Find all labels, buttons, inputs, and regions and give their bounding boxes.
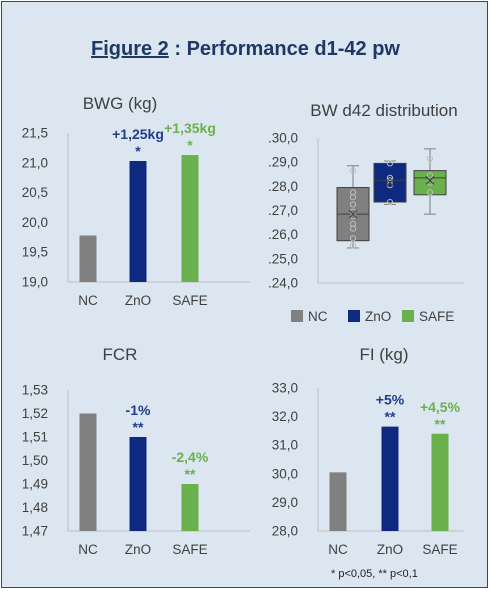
bwg-ytick-label: 20,5 (22, 185, 48, 200)
bwd42-data-point (426, 172, 434, 179)
bwd42-data-point (386, 174, 394, 181)
bwd42-data-point (386, 160, 394, 167)
bwd42-ytick-label: .26,0 (268, 227, 298, 242)
bwd42-data-point (349, 201, 357, 208)
fcr-bar-zno (129, 437, 147, 531)
bwd42-data-point (426, 189, 434, 196)
fi-ytick-label: 30,0 (272, 466, 298, 481)
fi-xtick-label: SAFE (422, 542, 457, 557)
fcr-annotation-zno: -1% (126, 402, 151, 418)
bwg-bar-safe (181, 155, 199, 282)
bwg-annotation-zno: +1,25kg (112, 126, 164, 142)
fi-ytick-label: 31,0 (272, 438, 298, 453)
bwg-bar-nc (79, 235, 97, 282)
bwd42-mean-marker (385, 178, 395, 188)
fcr-ytick-label: 1,48 (22, 500, 48, 515)
bwd42-legend-swatch-nc (291, 310, 303, 322)
bwd42-ytick-label: .24,0 (268, 276, 298, 291)
fi-significance-safe: ** (435, 416, 446, 432)
fi-bar-nc (329, 472, 347, 531)
fi-ytick-label: 28,0 (272, 524, 298, 539)
bwd42-data-point (349, 167, 357, 174)
bwg-significance-zno: * (135, 143, 141, 159)
bwd42-data-point (349, 220, 357, 227)
bwg-ytick-label: 21,5 (22, 126, 48, 141)
fcr-significance-safe: ** (185, 466, 196, 482)
fcr-xtick-label: SAFE (172, 542, 207, 557)
bwg-ytick-label: 20,0 (22, 215, 48, 230)
fi-ytick-label: 29,0 (272, 495, 298, 510)
bwd42-data-point (349, 189, 357, 196)
fi-bar-safe (431, 433, 449, 531)
bwd42-legend-label-nc: NC (308, 309, 328, 324)
fcr-ytick-label: 1,52 (22, 406, 48, 421)
fi-ytick-label: 32,0 (272, 409, 298, 424)
bwd42-mean-marker (348, 209, 358, 219)
fcr-significance-zno: ** (133, 419, 144, 435)
bwg-significance-safe: * (187, 137, 193, 153)
fcr-bar-nc (79, 413, 97, 531)
bwd42-data-point (349, 242, 357, 249)
fi-bar-zno (381, 426, 399, 531)
fi-xtick-label: NC (328, 542, 348, 557)
figure-label: Figure 2 (91, 38, 169, 60)
fcr-ytick-label: 1,51 (22, 430, 48, 445)
fcr-ytick-label: 1,50 (22, 453, 48, 468)
fcr-xtick-label: NC (78, 542, 98, 557)
fcr-ytick-label: 1,47 (22, 524, 48, 539)
bwd42-legend-swatch-zno (348, 310, 360, 322)
fi-title: FI (kg) (359, 345, 408, 364)
bwd42-data-point (426, 155, 434, 162)
significance-footnote: * p<0,05, ** p<0,1 (331, 568, 418, 580)
fcr-ytick-label: 1,53 (22, 383, 48, 398)
bwd42-legend-label-safe: SAFE (419, 309, 454, 324)
bwd42-box-safe (413, 170, 447, 196)
fcr-xtick-label: ZnO (125, 542, 151, 557)
fi-significance-zno: ** (385, 409, 396, 425)
bwg-ytick-label: 19,0 (22, 275, 48, 290)
fcr-ytick-label: 1,49 (22, 477, 48, 492)
fi-ytick-label: 33,0 (272, 381, 298, 396)
bwd42-mean-marker (425, 175, 435, 185)
fcr-bar-safe (181, 484, 199, 531)
bwd42-legend-label-zno: ZnO (365, 309, 391, 324)
bwg-xtick-label: NC (78, 293, 98, 308)
fi-annotation-zno: +5% (376, 392, 405, 408)
bwg-xtick-label: SAFE (172, 293, 207, 308)
bwd42-ytick-label: .25,0 (268, 251, 298, 266)
bwg-xtick-label: ZnO (125, 293, 151, 308)
bwd42-ytick-label: .30,0 (268, 131, 298, 146)
bwd42-data-point (386, 198, 394, 206)
bwd42-legend-swatch-safe (402, 310, 414, 322)
fcr-title: FCR (103, 345, 138, 364)
bwg-ytick-label: 21,0 (22, 155, 48, 170)
bwg-title: BWG (kg) (83, 94, 158, 113)
bwd42-ytick-label: .29,0 (268, 155, 298, 170)
bwd42-ytick-label: .27,0 (268, 203, 298, 218)
figure-title: Figure 2 : Performance d1-42 pw (0, 38, 491, 61)
fcr-annotation-safe: -2,4% (172, 449, 209, 465)
bwd42-title: BW d42 distribution (310, 101, 457, 120)
figure-title-text: : Performance d1-42 pw (168, 38, 400, 60)
bwg-bar-zno (129, 161, 147, 282)
fi-annotation-safe: +4,5% (420, 399, 461, 415)
bwd42-ytick-label: .28,0 (268, 179, 298, 194)
bwg-annotation-safe: +1,35kg (164, 120, 216, 136)
fi-xtick-label: ZnO (377, 542, 403, 557)
bwg-ytick-label: 19,5 (22, 245, 48, 260)
bwd42-data-point (349, 235, 357, 242)
